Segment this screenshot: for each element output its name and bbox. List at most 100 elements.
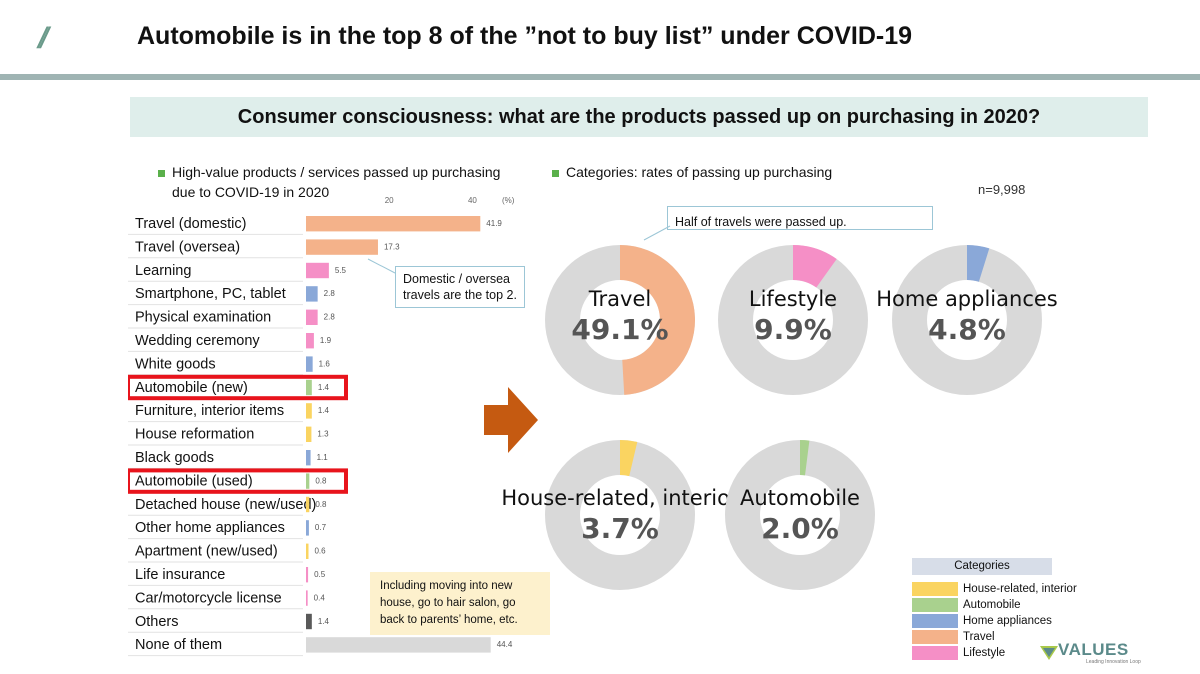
donut-slice xyxy=(620,245,695,395)
donut-chart-note-text: Categories: rates of passing up purchasi… xyxy=(566,164,833,180)
half-travel-callout: Half of travels were passed up. xyxy=(667,206,933,230)
bar xyxy=(306,356,313,372)
values-logo-tagline: Leading Innovation Loop xyxy=(1086,659,1141,665)
domestic-callout-line2: travels are the top 2. xyxy=(403,288,517,302)
domestic-callout-line1: Domestic / oversea xyxy=(403,272,510,286)
legend-swatch xyxy=(912,597,958,612)
donut-travel: Travel 49.1% xyxy=(545,245,695,395)
bar xyxy=(306,379,312,396)
bar-category-label: Black goods xyxy=(135,450,214,466)
bar-chart-note-line1: High-value products / services passed up… xyxy=(172,164,501,180)
bar-category-label: Wedding ceremony xyxy=(135,333,260,349)
values-logo: VALUES xyxy=(1058,640,1129,659)
bar-category-label: Travel (domestic) xyxy=(135,216,246,232)
donut-chart xyxy=(545,440,695,590)
title-divider xyxy=(0,74,1200,80)
bar-value-label: 1.4 xyxy=(318,383,330,392)
donut-slice xyxy=(793,245,837,288)
bar xyxy=(306,590,308,606)
bar-value-label: 1.9 xyxy=(320,336,332,345)
donut-percent: 3.7% xyxy=(581,512,659,545)
bar-value-label: 2.8 xyxy=(324,313,336,322)
bar-category-label: Others xyxy=(135,614,179,630)
bar-chart: 20 40 (%) Travel (domestic) 41.9 Travel (over… xyxy=(128,196,515,657)
bar xyxy=(306,496,310,513)
donut-label: House-related, interior xyxy=(501,486,739,510)
moving-callout: Including moving into new house, go to h… xyxy=(370,572,550,635)
legend-item: House-related, interior xyxy=(912,581,1092,597)
bar-value-label: 1.4 xyxy=(318,617,330,626)
bar xyxy=(306,333,314,349)
category-legend-title: Categories xyxy=(912,558,1052,575)
legend-item: Home appliances xyxy=(912,613,1092,629)
donut-percent: 2.0% xyxy=(761,512,839,545)
bar-value-label: 1.3 xyxy=(317,430,329,439)
bar-category-label: Other home appliances xyxy=(135,520,285,536)
bar-category-label: None of them xyxy=(135,637,222,653)
bar xyxy=(306,450,311,466)
donut-chart xyxy=(545,245,695,395)
bar xyxy=(306,567,309,583)
bar-value-label: 17.3 xyxy=(384,242,400,251)
half-travel-callout-pointer xyxy=(643,225,671,241)
donut-label: Home appliances xyxy=(876,287,1058,311)
moving-callout-line2: house, go to hair salon, go xyxy=(380,597,516,609)
donut-label: Travel xyxy=(588,287,652,311)
right-arrow-icon xyxy=(484,387,538,453)
donut-slice xyxy=(620,440,638,477)
highlight-box xyxy=(128,374,348,401)
domestic-callout-pointer xyxy=(367,258,396,274)
bar xyxy=(306,309,318,325)
bar-value-label: 1.6 xyxy=(319,359,331,368)
highlight-box xyxy=(128,468,348,494)
bar-value-label: 5.5 xyxy=(335,266,347,275)
legend-swatch xyxy=(912,645,958,660)
donut-lifestyle: Lifestyle 9.9% xyxy=(718,245,868,395)
subtitle-band: Consumer consciousness: what are the pro… xyxy=(130,97,1148,137)
page-title: Automobile is in the top 8 of the ”not t… xyxy=(137,22,912,50)
legend-item: Automobile xyxy=(912,597,1092,613)
legend-item: Travel xyxy=(912,629,1092,645)
donut-chart xyxy=(718,245,868,395)
donut-home-appliances: Home appliances 4.8% xyxy=(876,245,1058,395)
bar xyxy=(306,286,318,302)
x-axis-unit: (%) xyxy=(502,196,515,205)
bar-value-label: 0.5 xyxy=(314,570,326,579)
legend-item: Lifestyle xyxy=(912,645,1092,661)
legend-label: Travel xyxy=(963,631,995,643)
donut-chart-note: Categories: rates of passing up purchasi… xyxy=(552,162,832,182)
bar-value-label: 1.1 xyxy=(317,453,329,462)
bar-value-label: 44.4 xyxy=(497,640,513,649)
half-travel-callout-text: Half of travels were passed up. xyxy=(675,215,847,229)
bar-value-label: 41.9 xyxy=(486,219,502,228)
legend-label: Home appliances xyxy=(963,615,1052,627)
bar-category-label: Apartment (new/used) xyxy=(135,544,278,560)
legend-label: Automobile xyxy=(963,599,1021,611)
donut-house-related: House-related, interior 3.7% xyxy=(501,440,739,590)
bar-chart-note: High-value products / services passed up… xyxy=(158,162,500,202)
bar xyxy=(306,262,329,279)
green-square-icon xyxy=(158,169,165,177)
bar-value-label: 0.6 xyxy=(314,547,326,556)
donut-label: Lifestyle xyxy=(748,287,838,311)
bar-category-label: Automobile (new) xyxy=(135,380,248,396)
bar xyxy=(306,239,378,255)
donut-label: Automobile xyxy=(740,486,860,510)
bar-category-label: Furniture, interior items xyxy=(135,403,284,419)
bar xyxy=(306,473,310,489)
bar-value-label: 1.4 xyxy=(318,406,330,415)
page-subtitle: Consumer consciousness: what are the pro… xyxy=(237,106,1041,128)
bar-value-label: 0.7 xyxy=(315,523,327,532)
legend-swatch xyxy=(912,581,958,596)
bar xyxy=(306,543,309,559)
donut-slice xyxy=(800,440,810,476)
bar-value-label: 0.8 xyxy=(315,500,327,509)
bar-category-label: White goods xyxy=(135,356,216,372)
legend-swatch xyxy=(912,613,958,628)
bar-category-label: Detached house (new/used) xyxy=(135,497,316,513)
sample-size-label: n=9,998 xyxy=(978,182,1026,197)
x-tick-label: 40 xyxy=(468,196,477,205)
bar-chart-note-line2: due to COVID-19 in 2020 xyxy=(172,184,330,200)
donut-chart xyxy=(725,440,875,590)
bar-category-label: Car/motorcycle license xyxy=(135,590,282,606)
